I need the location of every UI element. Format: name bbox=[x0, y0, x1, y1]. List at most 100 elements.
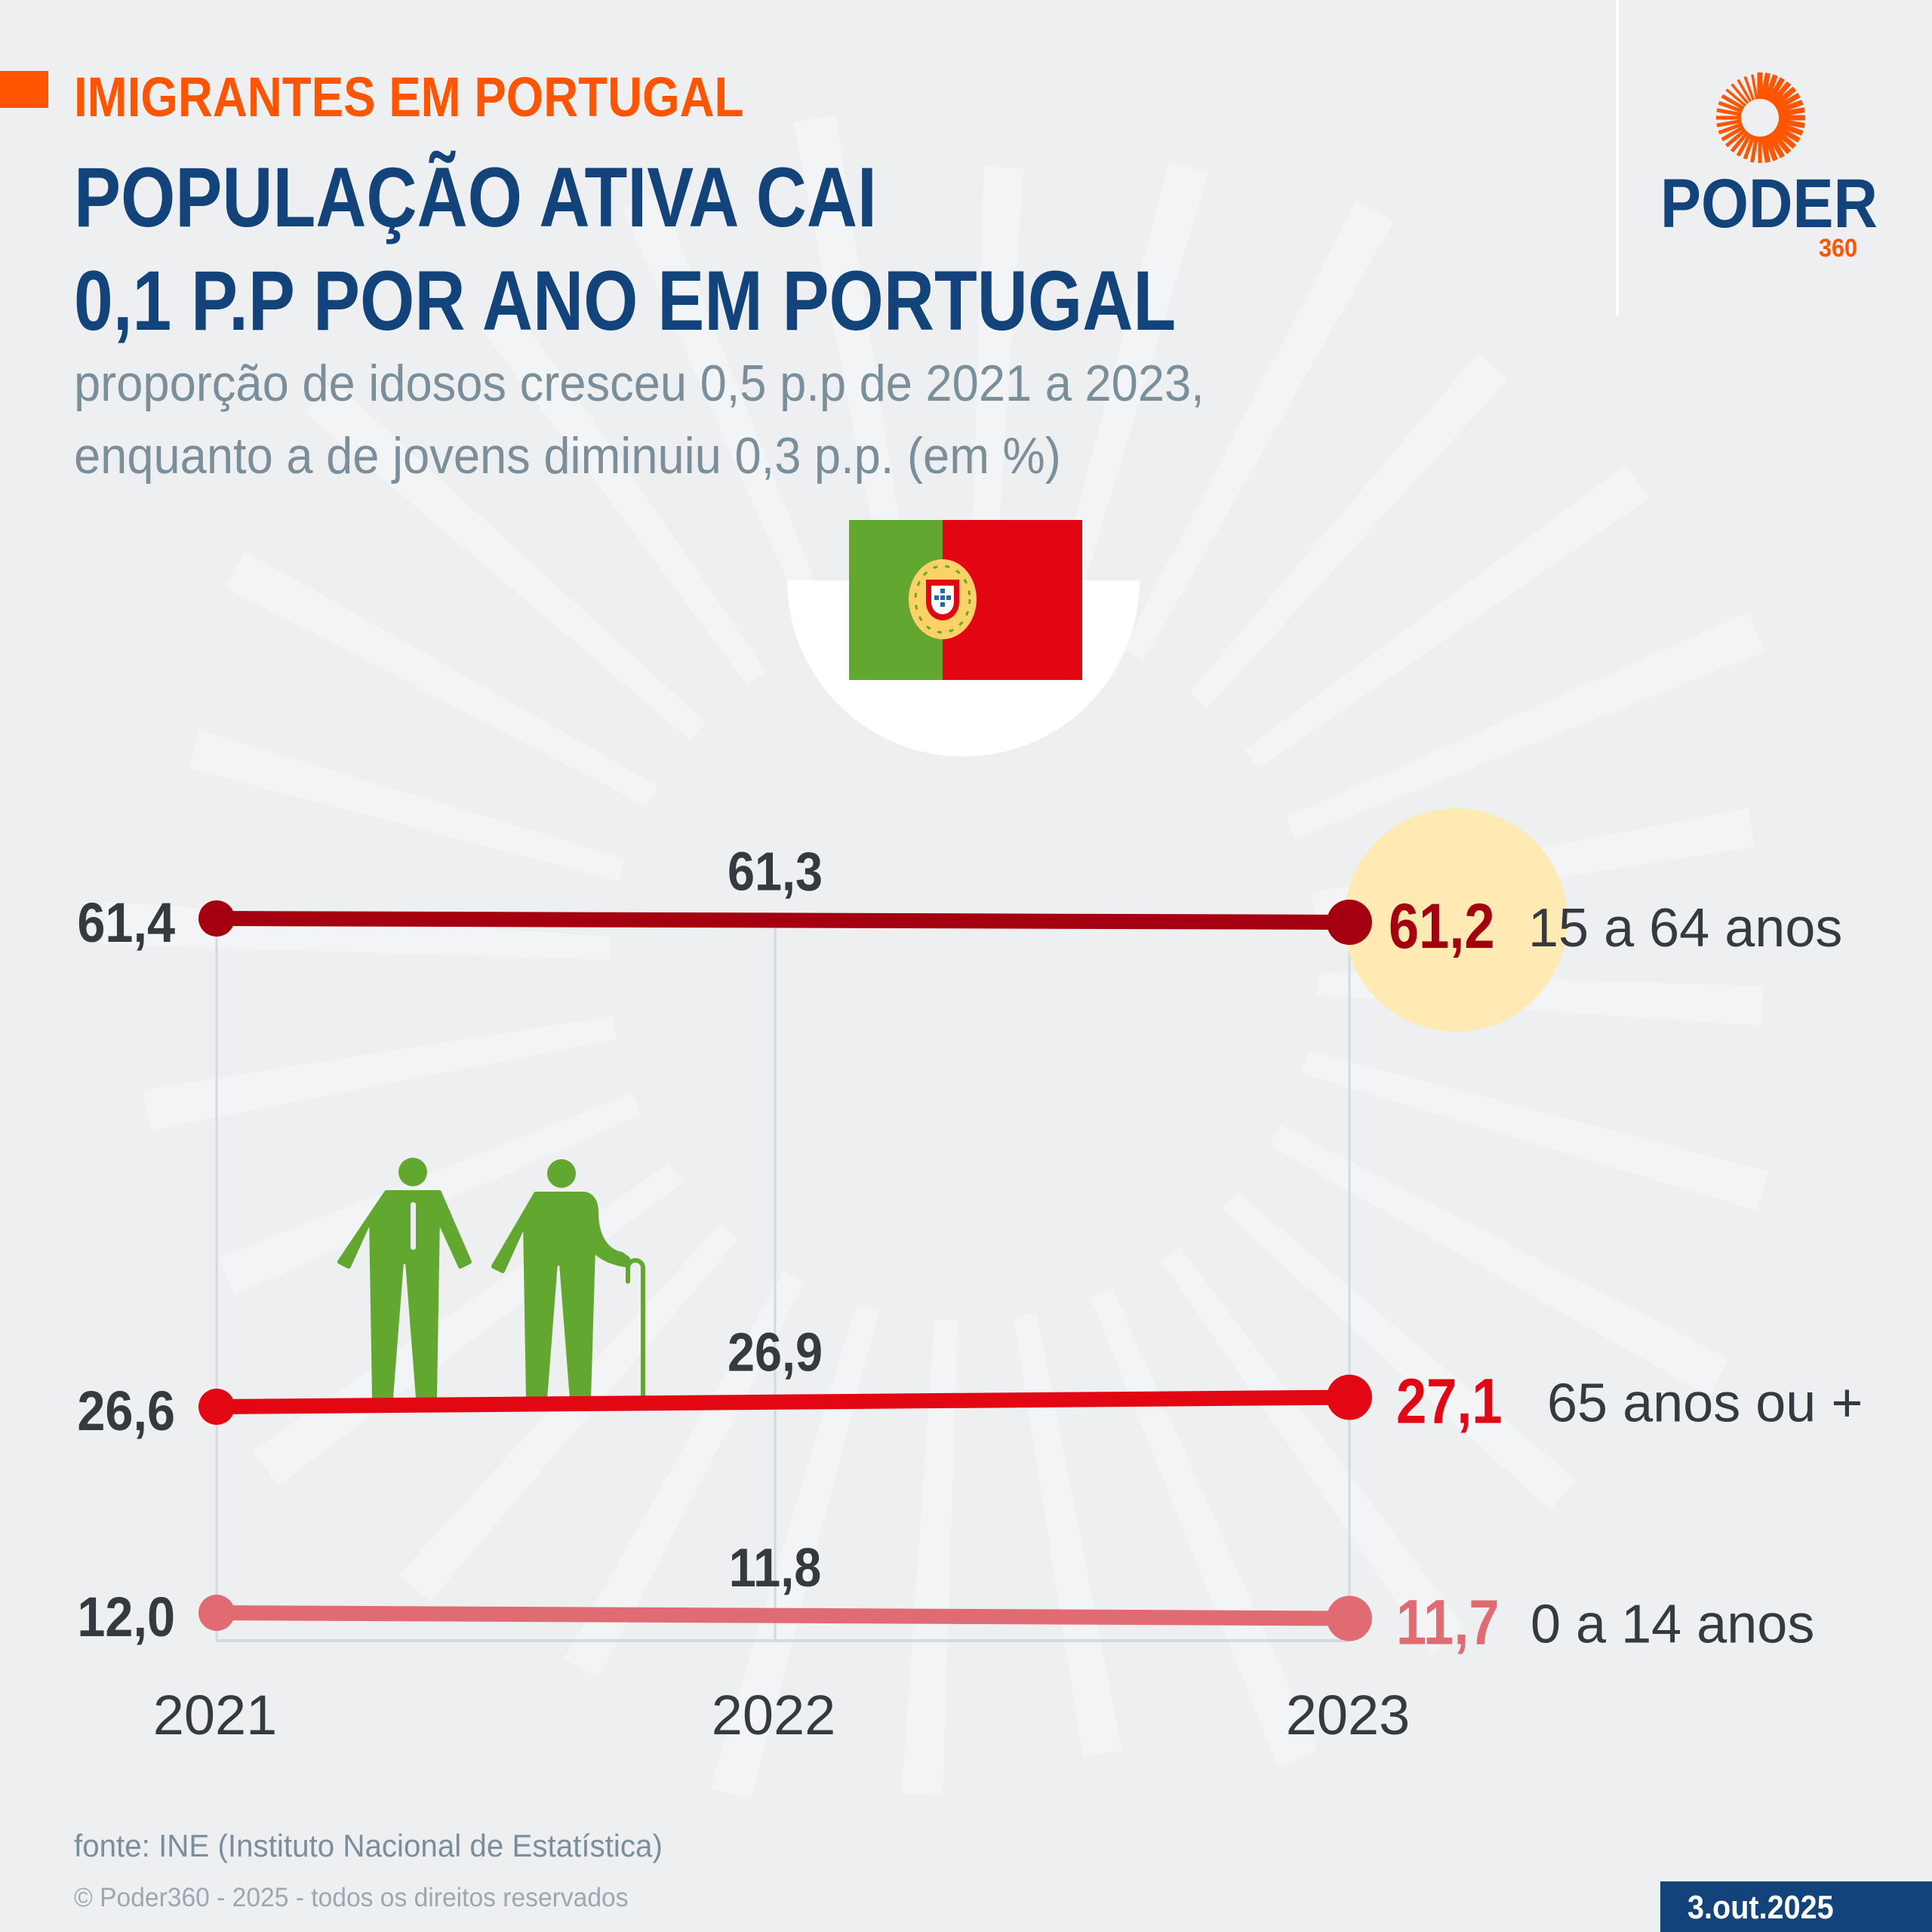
kicker: IMIGRANTES EM PORTUGAL bbox=[74, 66, 744, 128]
logo-ray bbox=[1777, 100, 1804, 114]
data-point bbox=[1327, 1374, 1372, 1420]
logo-ray bbox=[1772, 86, 1797, 108]
value-label: 26,9 bbox=[728, 1321, 823, 1383]
logo-ray bbox=[1760, 136, 1770, 163]
series-label: 65 anos ou + bbox=[1547, 1374, 1863, 1434]
logo-ray bbox=[1764, 134, 1778, 162]
logo-ray bbox=[1770, 81, 1792, 106]
series-line bbox=[216, 1605, 1350, 1626]
logo-wordmark: PODER bbox=[1660, 165, 1878, 242]
logo-ray bbox=[1774, 125, 1801, 143]
logo-ray bbox=[1757, 72, 1763, 99]
subtitle-line-2: enquanto a de jovens diminuiu 0,3 p.p. (… bbox=[74, 427, 1061, 485]
logo-ray bbox=[1750, 136, 1759, 163]
kicker-marker bbox=[0, 71, 48, 108]
logo-ray bbox=[1778, 107, 1805, 118]
background-ray bbox=[622, 193, 837, 645]
logo-ray bbox=[1718, 122, 1743, 135]
logo-ray bbox=[1777, 122, 1804, 136]
background-ray bbox=[1221, 1192, 1577, 1510]
date-badge: 3.out.2025 bbox=[1660, 1881, 1932, 1932]
background-ray bbox=[901, 1319, 958, 1796]
logo-ray bbox=[1743, 75, 1755, 101]
logo-ray bbox=[1772, 128, 1797, 149]
page-title-line-2: 0,1 P.P POR ANO EM PORTUGAL bbox=[74, 254, 1177, 348]
background-ray bbox=[1301, 1051, 1768, 1211]
background-ray bbox=[481, 305, 767, 685]
logo-ray bbox=[1758, 137, 1762, 163]
date-text: 3.out.2025 bbox=[1687, 1889, 1834, 1926]
page-title-line-1: POPULAÇÃO ATIVA CAI bbox=[74, 150, 877, 245]
series-label: 0 a 14 anos bbox=[1531, 1595, 1814, 1655]
data-point bbox=[1327, 1595, 1372, 1641]
logo-ray bbox=[1779, 115, 1805, 121]
background-ray bbox=[1285, 612, 1765, 839]
logo-ray bbox=[1736, 133, 1752, 157]
value-label: 12,0 bbox=[77, 1586, 175, 1648]
background-ray bbox=[304, 380, 706, 740]
logo-ray bbox=[1716, 108, 1742, 117]
background-ray bbox=[143, 1016, 617, 1131]
copyright-note: © Poder360 - 2025 - todos os direitos re… bbox=[74, 1883, 629, 1912]
x-tick-label: 2023 bbox=[1286, 1684, 1411, 1746]
series-line bbox=[216, 1389, 1350, 1414]
background-ray bbox=[1244, 465, 1650, 769]
portugal-flag-icon bbox=[849, 520, 1082, 680]
background-ray bbox=[1091, 1287, 1318, 1767]
adult-person-icon bbox=[337, 1158, 472, 1400]
background-ray bbox=[1014, 1312, 1122, 1758]
series-line bbox=[216, 911, 1350, 930]
background-ray bbox=[710, 1303, 879, 1800]
logo-number: 360 bbox=[1819, 234, 1858, 263]
logo-ray bbox=[1730, 131, 1749, 153]
highlight-circle bbox=[1344, 808, 1567, 1032]
background-ray bbox=[1161, 1247, 1465, 1652]
elderly-person-with-cane-icon bbox=[491, 1159, 645, 1403]
background-ray bbox=[1189, 353, 1508, 709]
logo-ray bbox=[1767, 132, 1786, 158]
background-ray bbox=[398, 1223, 738, 1602]
logo-ray bbox=[1764, 74, 1778, 101]
logo-ray bbox=[1760, 72, 1770, 100]
logo-ray bbox=[1724, 128, 1747, 148]
data-point bbox=[1327, 900, 1372, 945]
logo-ray bbox=[1716, 118, 1742, 128]
subtitle-line-1: proporção de idosos cresceu 0,5 p.p de 2… bbox=[74, 355, 1204, 412]
value-label: 11,8 bbox=[729, 1537, 822, 1598]
background-ray bbox=[1269, 1125, 1730, 1396]
logo-ray bbox=[1730, 83, 1749, 104]
value-label: 26,6 bbox=[77, 1380, 175, 1442]
logo-ray bbox=[1767, 77, 1786, 103]
logo-ray bbox=[1725, 88, 1746, 107]
flag-badge bbox=[787, 520, 1140, 757]
logo-ray bbox=[1778, 118, 1805, 128]
source-note: fonte: INE (Instituto Nacional de Estatí… bbox=[74, 1828, 663, 1863]
logo-ray bbox=[1774, 92, 1801, 111]
value-label: 11,7 bbox=[1396, 1586, 1500, 1657]
data-point bbox=[198, 1389, 235, 1425]
background-ray bbox=[1048, 162, 1209, 629]
sunburst-logo-icon bbox=[1716, 72, 1805, 163]
people-illustration bbox=[337, 1158, 645, 1403]
background-ray bbox=[969, 166, 1024, 613]
background-ray bbox=[188, 730, 626, 881]
x-tick-label: 2022 bbox=[712, 1684, 836, 1746]
value-label: 61,4 bbox=[77, 891, 175, 954]
logo-ray bbox=[1721, 94, 1745, 110]
logo-ray bbox=[1737, 78, 1752, 103]
data-point bbox=[198, 1595, 235, 1631]
value-label: 61,3 bbox=[728, 841, 823, 902]
background-ray bbox=[225, 551, 658, 807]
logo-ray bbox=[1721, 125, 1745, 142]
logo-ray bbox=[1716, 115, 1741, 120]
data-point bbox=[198, 900, 235, 937]
logo-ray bbox=[1751, 74, 1758, 100]
value-label: 61,2 bbox=[1389, 891, 1495, 961]
header-divider bbox=[1616, 0, 1619, 315]
series-label: 15 a 64 anos bbox=[1528, 898, 1842, 958]
background-ray bbox=[1123, 200, 1394, 660]
background-ray bbox=[564, 1272, 804, 1678]
background-ray bbox=[793, 115, 914, 620]
value-label: 27,1 bbox=[1396, 1365, 1503, 1436]
